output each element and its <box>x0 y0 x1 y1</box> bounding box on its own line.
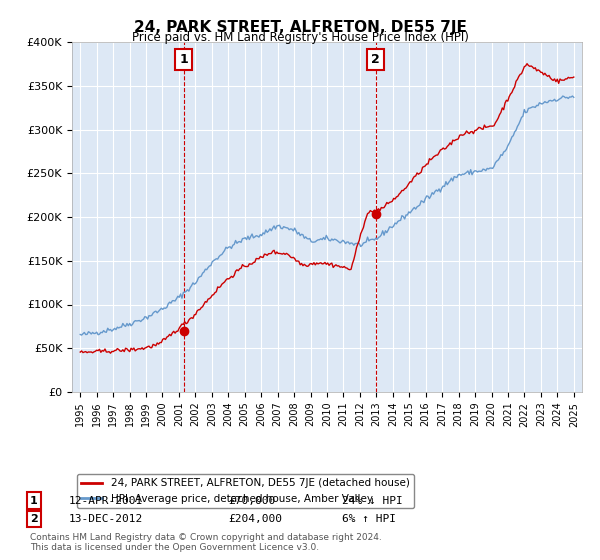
Text: 2: 2 <box>371 53 380 66</box>
Text: £204,000: £204,000 <box>228 514 282 524</box>
Legend: 24, PARK STREET, ALFRETON, DE55 7JE (detached house), HPI: Average price, detach: 24, PARK STREET, ALFRETON, DE55 7JE (det… <box>77 474 413 508</box>
Text: 13-DEC-2012: 13-DEC-2012 <box>69 514 143 524</box>
Text: This data is licensed under the Open Government Licence v3.0.: This data is licensed under the Open Gov… <box>30 543 319 552</box>
Text: 1: 1 <box>179 53 188 66</box>
Text: 24, PARK STREET, ALFRETON, DE55 7JE: 24, PARK STREET, ALFRETON, DE55 7JE <box>134 20 466 35</box>
Text: 6% ↑ HPI: 6% ↑ HPI <box>342 514 396 524</box>
Text: Contains HM Land Registry data © Crown copyright and database right 2024.: Contains HM Land Registry data © Crown c… <box>30 533 382 542</box>
Text: £70,000: £70,000 <box>228 496 275 506</box>
Text: 1: 1 <box>30 496 38 506</box>
Text: Price paid vs. HM Land Registry's House Price Index (HPI): Price paid vs. HM Land Registry's House … <box>131 31 469 44</box>
Text: 2: 2 <box>30 514 38 524</box>
Text: 12-APR-2001: 12-APR-2001 <box>69 496 143 506</box>
Text: 24% ↓ HPI: 24% ↓ HPI <box>342 496 403 506</box>
